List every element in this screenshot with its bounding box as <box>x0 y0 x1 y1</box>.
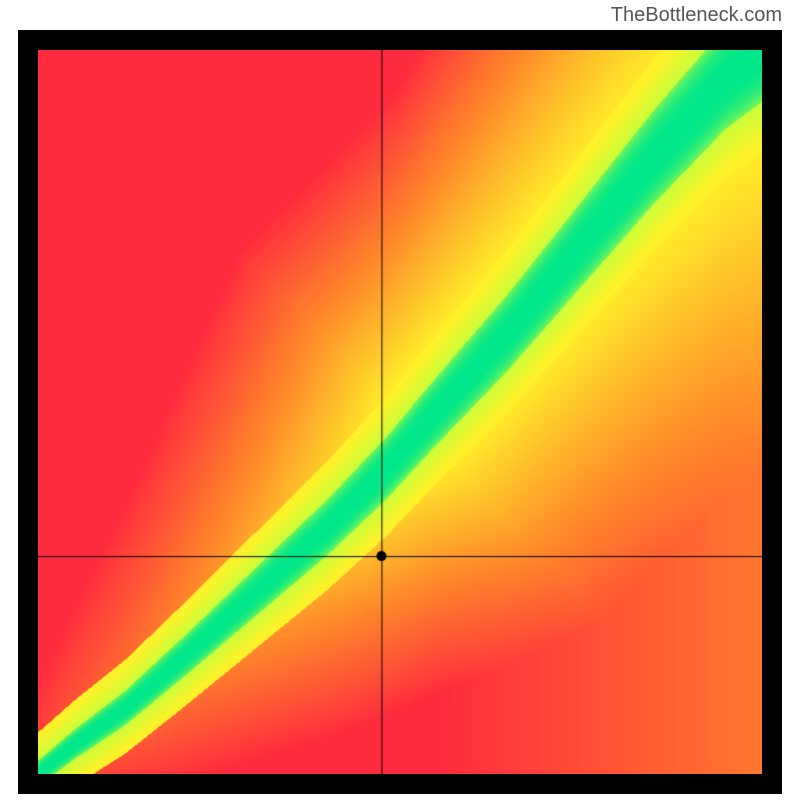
crosshair-overlay <box>38 50 762 774</box>
chart-container: TheBottleneck.com <box>0 0 800 800</box>
watermark-text: TheBottleneck.com <box>611 4 782 27</box>
